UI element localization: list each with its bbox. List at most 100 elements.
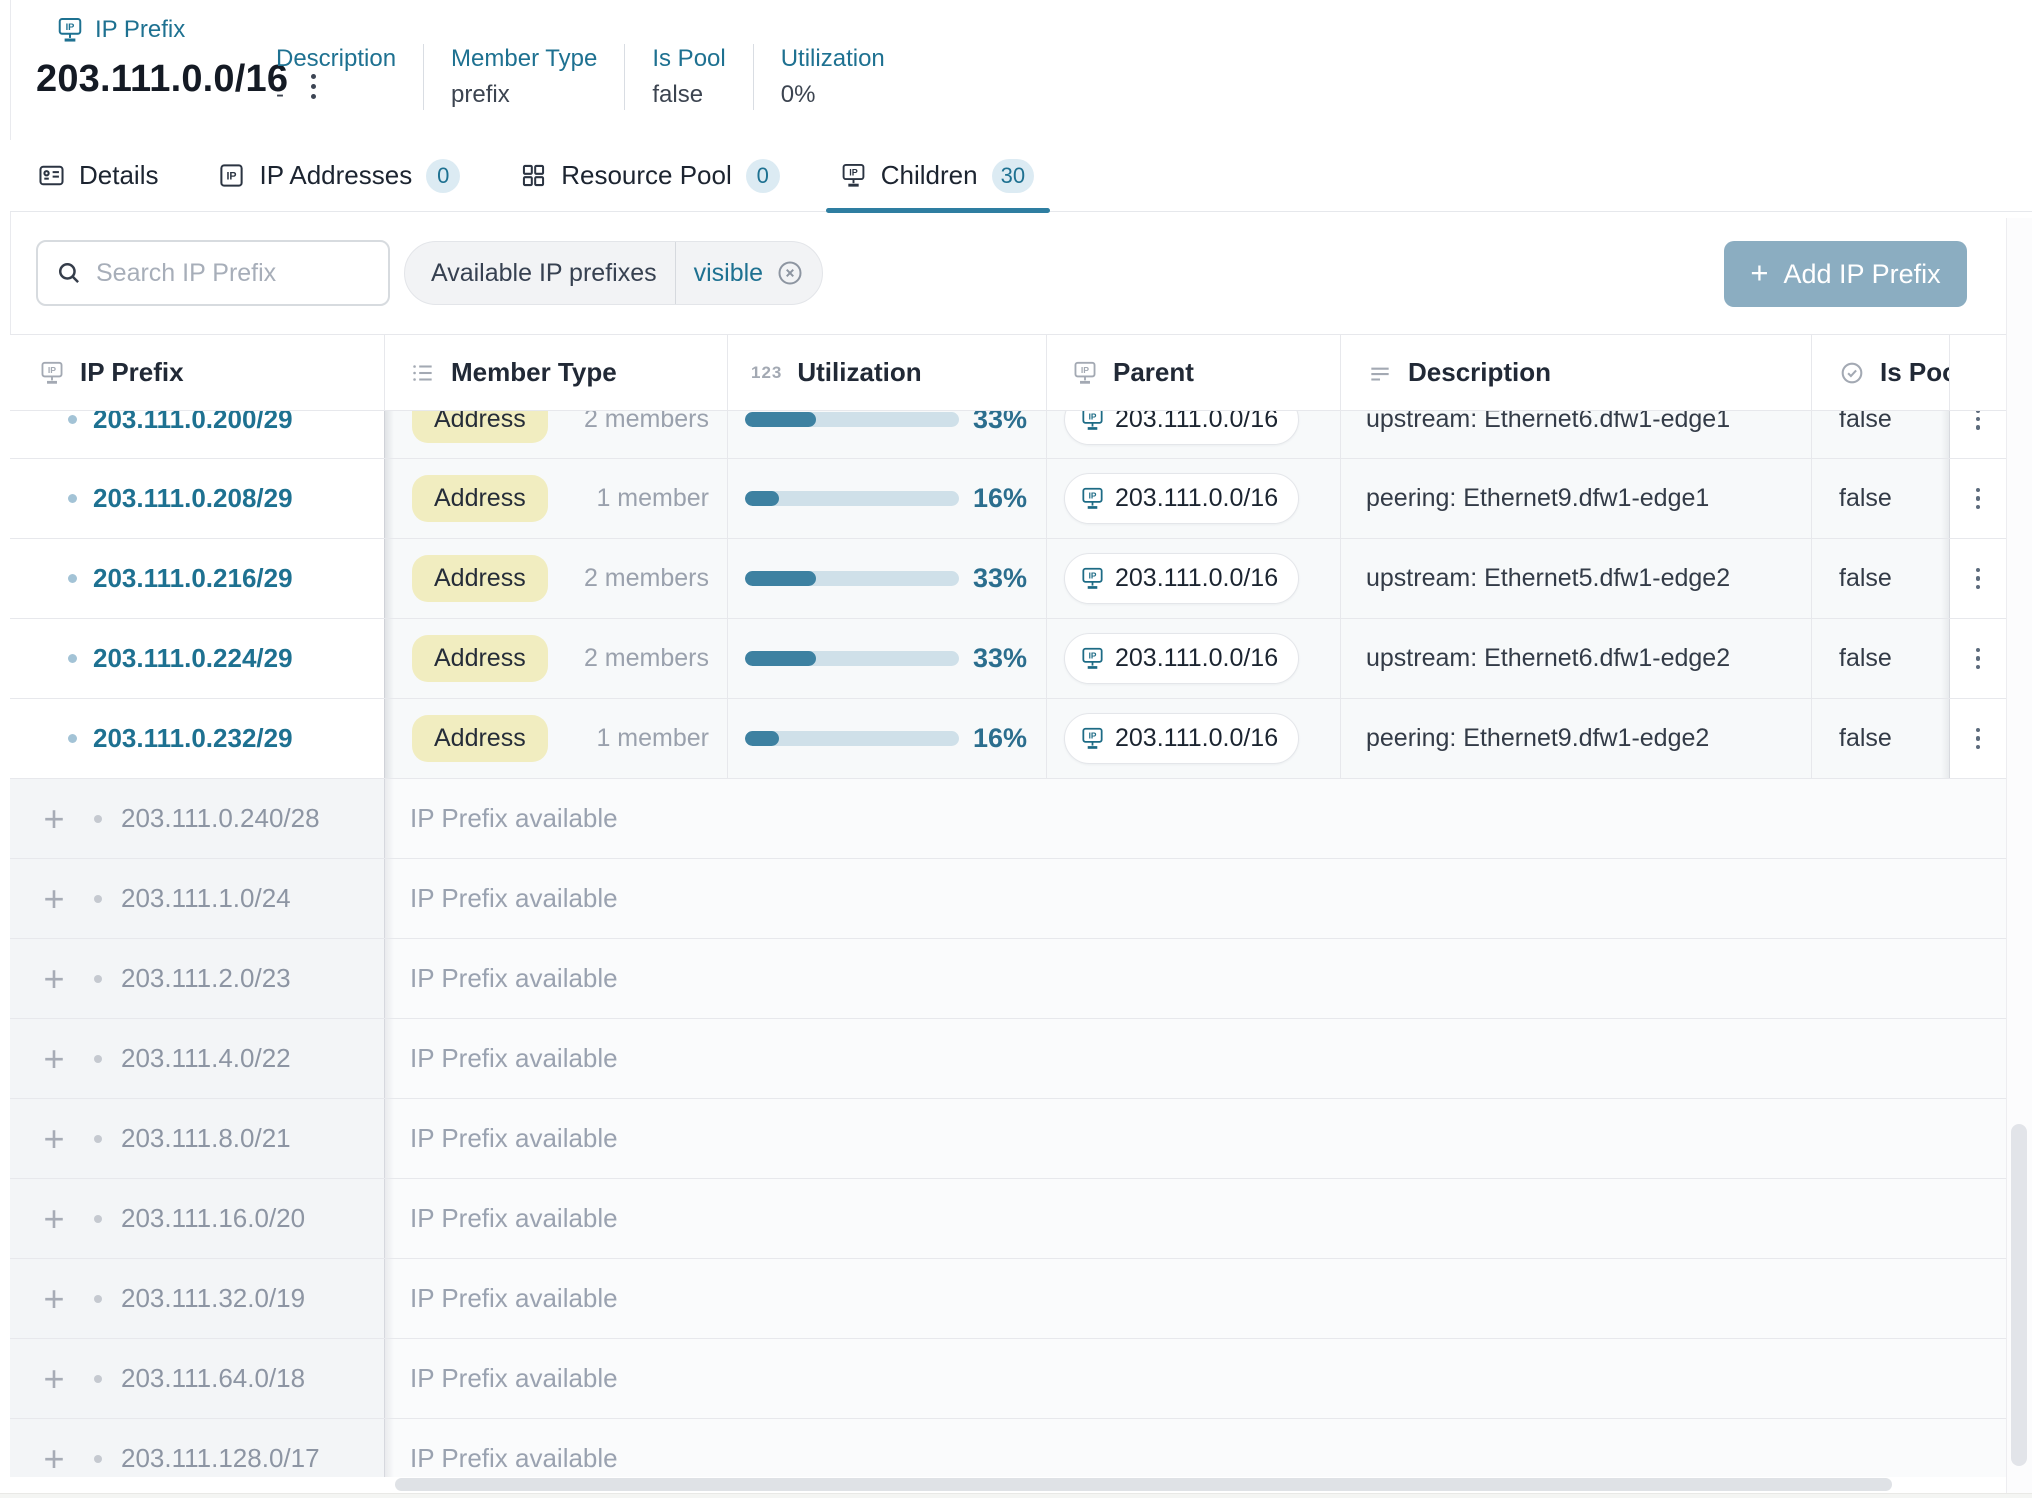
tab-label: Details <box>79 160 159 190</box>
prefix-bullet-icon <box>94 1374 102 1383</box>
available-row: + 203.111.2.0/23 IP Prefix available <box>10 939 2006 1019</box>
tab-details[interactable]: Details <box>38 140 158 212</box>
svg-text:IP: IP <box>1089 570 1097 580</box>
ip-network-icon: IP <box>1082 647 1103 669</box>
expand-plus-button[interactable]: + <box>43 1357 65 1399</box>
prefix-bullet-icon <box>94 974 102 983</box>
available-prefix: 203.111.0.240/28 <box>121 803 320 833</box>
tab-label: Resource Pool <box>561 160 732 190</box>
page-title: 203.111.0.0/16 <box>36 58 289 100</box>
add-ip-prefix-button[interactable]: + Add IP Prefix <box>1724 241 1967 307</box>
row-menu-button[interactable] <box>1968 720 1989 758</box>
filter-label: Available IP prefixes <box>431 258 657 287</box>
tab-ip-addresses[interactable]: IP IP Addresses 0 <box>218 140 461 212</box>
expand-plus-button[interactable]: + <box>43 1037 65 1079</box>
children-table: IP IP Prefix Member Type 123 Utilization… <box>10 334 2006 1477</box>
parent-chip[interactable]: IP 203.111.0.0/16 <box>1064 411 1300 445</box>
expand-plus-button[interactable]: + <box>43 1277 65 1319</box>
parent-label: 203.111.0.0/16 <box>1115 724 1279 752</box>
filter-chip[interactable]: Available IP prefixes visible <box>404 241 824 305</box>
available-prefix: 203.111.64.0/18 <box>121 1363 306 1393</box>
prefix-link[interactable]: 203.111.0.216/29 <box>93 563 293 593</box>
parent-chip[interactable]: IP 203.111.0.0/16 <box>1064 553 1300 604</box>
filter-remove-button[interactable] <box>776 259 804 287</box>
prefix-link[interactable]: 203.111.0.200/29 <box>93 411 293 434</box>
prefix-bullet-icon <box>94 1454 102 1463</box>
filter-value: visible <box>693 258 764 287</box>
utilization-percent: 16% <box>972 483 1027 513</box>
expand-plus-button[interactable]: + <box>43 1197 65 1239</box>
search-input[interactable] <box>96 258 356 288</box>
title-menu-button[interactable] <box>300 66 326 106</box>
horizontal-scrollbar-thumb[interactable] <box>395 1478 1892 1491</box>
parent-chip[interactable]: IP 203.111.0.0/16 <box>1064 713 1300 764</box>
description-text: upstream: Ethernet6.dfw1-edge1 <box>1366 411 1731 433</box>
meta-utilization: Utilization 0% <box>752 44 912 110</box>
member-type-badge: Address <box>412 475 548 522</box>
svg-text:IP: IP <box>48 364 56 374</box>
table-row: 203.111.0.200/29 Address 2 members 33% I… <box>10 411 2006 459</box>
plus-icon: + <box>1750 254 1769 290</box>
table-row: 203.111.0.224/29 Address 2 members 33% I… <box>10 619 2006 699</box>
ip-network-icon: IP <box>41 361 63 384</box>
row-menu-button[interactable] <box>1968 560 1989 598</box>
available-prefix: 203.111.4.0/22 <box>121 1043 291 1073</box>
available-row: + 203.111.128.0/17 IP Prefix available <box>10 1419 2006 1477</box>
parent-label: 203.111.0.0/16 <box>1115 484 1279 512</box>
tab-children[interactable]: IP Children 30 <box>825 140 1051 213</box>
column-header-description: Description <box>1341 335 1812 410</box>
row-menu-button[interactable] <box>1968 480 1989 518</box>
is-pool-text: false <box>1839 564 1892 592</box>
prefix-link[interactable]: 203.111.0.224/29 <box>93 643 293 673</box>
table-row: 203.111.0.232/29 Address 1 member 16% IP… <box>10 699 2006 779</box>
utilization-fill <box>745 411 816 427</box>
grid-icon <box>523 164 545 187</box>
breadcrumb[interactable]: IP IP Prefix <box>56 16 185 44</box>
meta-label: Member Type <box>451 45 598 72</box>
table-row: 203.111.0.208/29 Address 1 member 16% IP… <box>10 459 2006 539</box>
svg-text:IP: IP <box>1089 650 1097 660</box>
header-meta: Description - Member Type prefix Is Pool… <box>276 44 912 110</box>
expand-plus-button[interactable]: + <box>43 797 65 839</box>
available-row: + 203.111.8.0/21 IP Prefix available <box>10 1099 2006 1179</box>
expand-plus-button[interactable]: + <box>43 1117 65 1159</box>
id-card-icon <box>39 165 64 186</box>
utilization-bar <box>745 411 959 427</box>
column-label: Parent <box>1113 357 1194 387</box>
vertical-scrollbar-thumb[interactable] <box>2011 1124 2027 1466</box>
row-menu-button[interactable] <box>1968 411 1989 438</box>
numbers-icon: 123 <box>751 362 783 382</box>
available-prefix: 203.111.128.0/17 <box>121 1443 320 1473</box>
meta-label: Utilization <box>780 45 885 72</box>
members-count: 2 members <box>583 411 709 433</box>
column-header-member-type: Member Type <box>385 335 728 410</box>
prefix-link[interactable]: 203.111.0.208/29 <box>93 483 293 513</box>
parent-chip[interactable]: IP 203.111.0.0/16 <box>1064 473 1300 524</box>
meta-is-pool: Is Pool false <box>624 44 752 110</box>
description-text: upstream: Ethernet6.dfw1-edge2 <box>1366 644 1731 672</box>
parent-chip[interactable]: IP 203.111.0.0/16 <box>1064 633 1300 684</box>
available-label: IP Prefix available <box>410 1443 618 1473</box>
prefix-bullet-icon <box>94 894 102 903</box>
search-icon <box>58 262 79 283</box>
column-header-ip-prefix: IP IP Prefix <box>10 335 385 410</box>
column-label: Is Pool <box>1880 357 1949 387</box>
prefix-link[interactable]: 203.111.0.232/29 <box>93 723 293 753</box>
column-header-utilization: 123 Utilization <box>728 335 1047 410</box>
expand-plus-button[interactable]: + <box>43 877 65 919</box>
tab-resource-pool[interactable]: Resource Pool 0 <box>520 140 780 212</box>
prefix-bullet-icon <box>94 1294 102 1303</box>
is-pool-text: false <box>1839 644 1892 672</box>
row-menu-button[interactable] <box>1968 640 1989 678</box>
available-label: IP Prefix available <box>410 883 618 913</box>
search-box <box>36 240 390 306</box>
table-row: 203.111.0.216/29 Address 2 members 33% I… <box>10 539 2006 619</box>
expand-plus-button[interactable]: + <box>43 957 65 999</box>
ip-badge-icon: IP <box>220 164 244 187</box>
member-type-badge: Address <box>412 555 548 602</box>
expand-plus-button[interactable]: + <box>43 1437 65 1477</box>
available-row: + 203.111.32.0/19 IP Prefix available <box>10 1259 2006 1339</box>
vertical-scrollbar <box>2006 218 2032 1498</box>
tab-label: Children <box>880 160 978 190</box>
available-prefix: 203.111.32.0/19 <box>121 1283 306 1313</box>
